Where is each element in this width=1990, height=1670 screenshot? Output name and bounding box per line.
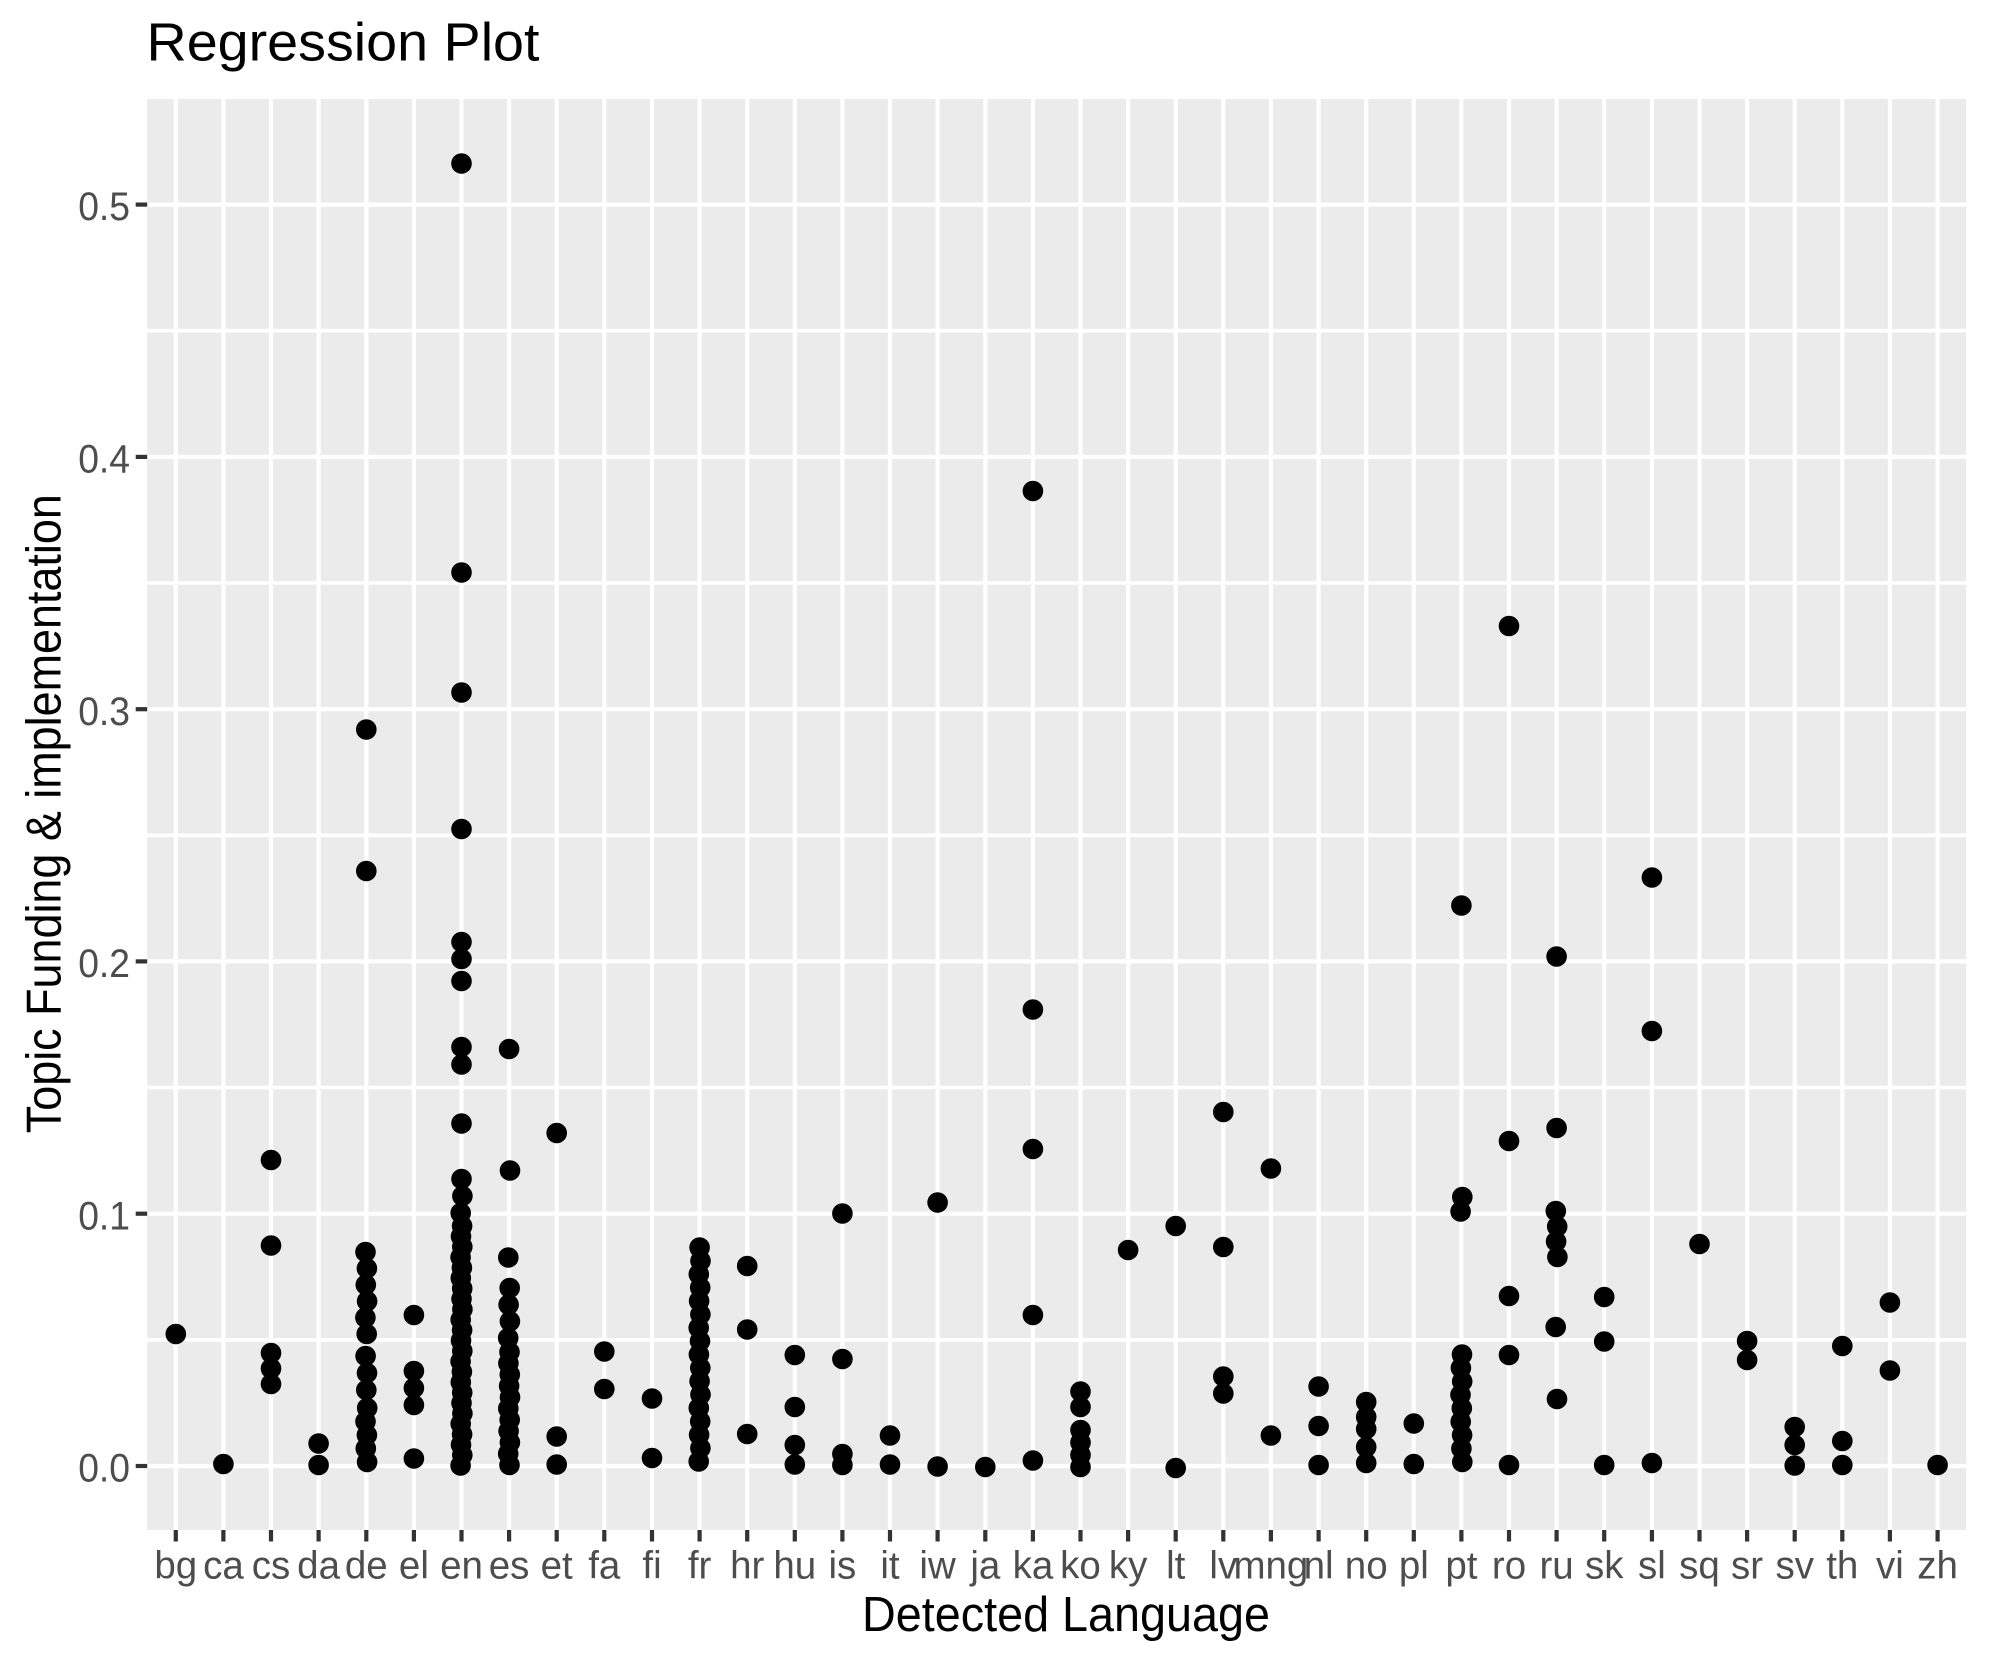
svg-text:hr: hr bbox=[730, 1545, 764, 1588]
svg-text:ka: ka bbox=[1013, 1545, 1054, 1588]
svg-text:fi: fi bbox=[642, 1545, 661, 1588]
svg-text:en: en bbox=[440, 1545, 483, 1588]
svg-text:0.0: 0.0 bbox=[78, 1447, 130, 1491]
svg-text:lt: lt bbox=[1166, 1545, 1186, 1588]
svg-text:is: is bbox=[828, 1545, 856, 1588]
svg-text:Regression Plot: Regression Plot bbox=[147, 13, 540, 73]
svg-text:sq: sq bbox=[1679, 1545, 1720, 1588]
svg-text:sl: sl bbox=[1638, 1545, 1666, 1588]
svg-text:Detected Language: Detected Language bbox=[862, 1588, 1270, 1642]
svg-text:zh: zh bbox=[1917, 1545, 1958, 1588]
svg-text:et: et bbox=[541, 1545, 573, 1588]
svg-text:sv: sv bbox=[1775, 1545, 1814, 1588]
svg-text:0.4: 0.4 bbox=[78, 438, 130, 482]
svg-text:vi: vi bbox=[1876, 1545, 1904, 1588]
svg-text:lv: lv bbox=[1209, 1545, 1238, 1588]
svg-text:pt: pt bbox=[1445, 1545, 1477, 1588]
svg-text:0.1: 0.1 bbox=[78, 1194, 130, 1238]
svg-text:it: it bbox=[880, 1545, 900, 1588]
svg-text:0.3: 0.3 bbox=[78, 690, 130, 734]
svg-text:nl: nl bbox=[1304, 1545, 1334, 1588]
svg-text:pl: pl bbox=[1399, 1545, 1429, 1588]
svg-text:0.5: 0.5 bbox=[78, 185, 130, 229]
svg-text:el: el bbox=[399, 1545, 429, 1588]
svg-text:th: th bbox=[1826, 1545, 1858, 1588]
svg-text:da: da bbox=[297, 1545, 340, 1588]
svg-text:ky: ky bbox=[1109, 1545, 1148, 1588]
svg-text:de: de bbox=[345, 1545, 388, 1588]
svg-text:0.2: 0.2 bbox=[78, 942, 130, 986]
svg-text:bg: bg bbox=[154, 1545, 197, 1588]
svg-text:iw: iw bbox=[919, 1545, 956, 1588]
svg-text:fr: fr bbox=[688, 1545, 712, 1588]
svg-text:ko: ko bbox=[1060, 1545, 1101, 1588]
svg-text:mng: mng bbox=[1233, 1545, 1308, 1588]
svg-text:Topic Funding & implementation: Topic Funding & implementation bbox=[18, 494, 72, 1133]
svg-text:no: no bbox=[1345, 1545, 1388, 1588]
svg-text:ru: ru bbox=[1539, 1545, 1573, 1588]
svg-text:sr: sr bbox=[1731, 1545, 1763, 1588]
svg-text:fa: fa bbox=[588, 1545, 621, 1588]
svg-text:cs: cs bbox=[252, 1545, 291, 1588]
svg-text:es: es bbox=[489, 1545, 530, 1588]
svg-text:ro: ro bbox=[1492, 1545, 1526, 1588]
svg-text:ca: ca bbox=[203, 1545, 244, 1588]
svg-text:sk: sk bbox=[1585, 1545, 1624, 1588]
svg-text:ja: ja bbox=[969, 1545, 1001, 1588]
svg-text:hu: hu bbox=[773, 1545, 816, 1588]
